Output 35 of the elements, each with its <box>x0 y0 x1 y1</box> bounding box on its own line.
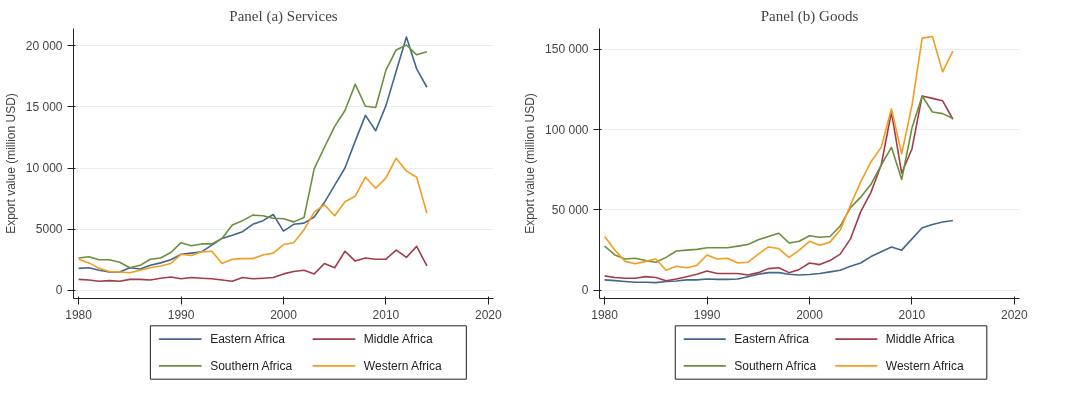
y-tick-label: 0 <box>581 283 589 298</box>
x-tick-label: 1980 <box>65 307 93 322</box>
legend-label: Southern Africa <box>734 358 817 373</box>
x-tick-label: 2020 <box>1001 307 1029 322</box>
x-tick-label: 2010 <box>898 307 926 322</box>
x-tick-label: 1990 <box>693 307 721 322</box>
x-tick-label: 1990 <box>167 307 195 322</box>
legend-label: Western Africa <box>363 358 442 373</box>
x-tick-label: 2000 <box>796 307 824 322</box>
y-axis-title: Export value (million USD) <box>523 93 538 234</box>
line-series <box>77 245 428 283</box>
legend-label: Middle Africa <box>363 332 433 347</box>
x-tick-label: 2010 <box>372 307 400 322</box>
legend-label: Western Africa <box>885 358 964 373</box>
y-tick-label: 50 000 <box>551 203 589 217</box>
legend-label: Southern Africa <box>210 358 293 373</box>
y-tick-label: 10 000 <box>25 161 63 176</box>
x-tick-label: 2020 <box>475 307 503 322</box>
legend-label: Middle Africa <box>885 332 955 347</box>
x-tick-label: 2000 <box>270 307 298 322</box>
line-series <box>603 35 954 272</box>
y-tick-label: 0 <box>55 283 63 298</box>
y-tick-label: 15 000 <box>25 99 63 114</box>
chart-title: Panel (a) Services <box>229 7 338 25</box>
y-tick-label: 20 000 <box>25 38 63 53</box>
x-tick-label: 1980 <box>591 307 619 322</box>
y-tick-label: 100 000 <box>545 122 589 137</box>
legend-label: Eastern Africa <box>210 332 286 347</box>
chart-title: Panel (b) Goods <box>760 7 859 25</box>
y-tick-label: 150 000 <box>545 42 589 57</box>
line-series <box>603 219 954 284</box>
legend-label: Eastern Africa <box>734 332 810 347</box>
y-tick-label: 5000 <box>35 222 63 237</box>
y-axis-title: Export value (million USD) <box>3 93 18 234</box>
line-series <box>77 157 428 274</box>
